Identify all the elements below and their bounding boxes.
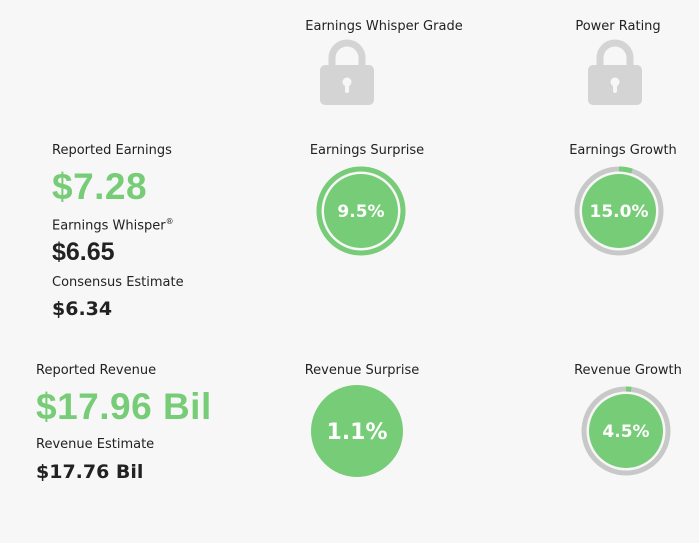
gauge-progress-arc: [581, 386, 671, 476]
gauge-value: 15.0%: [590, 202, 649, 222]
reported-earnings-value: $7.28: [52, 166, 148, 207]
reported-revenue-label: Reported Revenue: [36, 363, 157, 378]
gauge-disc: [311, 385, 403, 477]
gauge-disc: [324, 174, 398, 248]
gauge-value: 9.5%: [337, 202, 384, 222]
registered-mark: ®: [165, 217, 174, 226]
revenue-growth-label: Revenue Growth: [574, 363, 682, 378]
reported-revenue-value: $17.96 Bil: [36, 386, 212, 427]
revenue-growth-gauge: 4.5%: [581, 386, 671, 476]
gauge-value: 4.5%: [602, 422, 649, 442]
whisper-grade-header: Earnings Whisper Grade: [305, 19, 463, 34]
earnings-surprise-label: Earnings Surprise: [309, 143, 425, 158]
power-rating-header: Power Rating: [575, 19, 661, 34]
revenue-estimate-label: Revenue Estimate: [36, 437, 155, 452]
revenue-estimate-value: $17.76 Bil: [36, 461, 144, 483]
gauge-progress-arc: [574, 166, 664, 256]
earnings-growth-gauge: 15.0%: [574, 166, 664, 256]
revenue-surprise-label: Revenue Surprise: [304, 363, 420, 378]
earnings-whisper-label: Earnings Whisper®: [52, 217, 174, 234]
gauge-value: 1.1%: [326, 420, 387, 445]
consensus-estimate-label: Consensus Estimate: [52, 275, 184, 290]
consensus-estimate-value: $6.34: [52, 298, 113, 320]
gauge-disc: [582, 174, 656, 248]
earnings-surprise-gauge: 9.5%: [316, 166, 406, 256]
revenue-surprise-gauge: 1.1%: [311, 385, 403, 477]
lock-icon: [588, 39, 642, 105]
earnings-growth-label: Earnings Growth: [569, 143, 677, 158]
reported-earnings-label: Reported Earnings: [52, 143, 172, 158]
lock-icon: [320, 39, 374, 105]
gauge-progress-arc: [316, 166, 406, 256]
earnings-whisper-value: $6.65: [52, 238, 115, 266]
gauge-disc: [589, 394, 663, 468]
